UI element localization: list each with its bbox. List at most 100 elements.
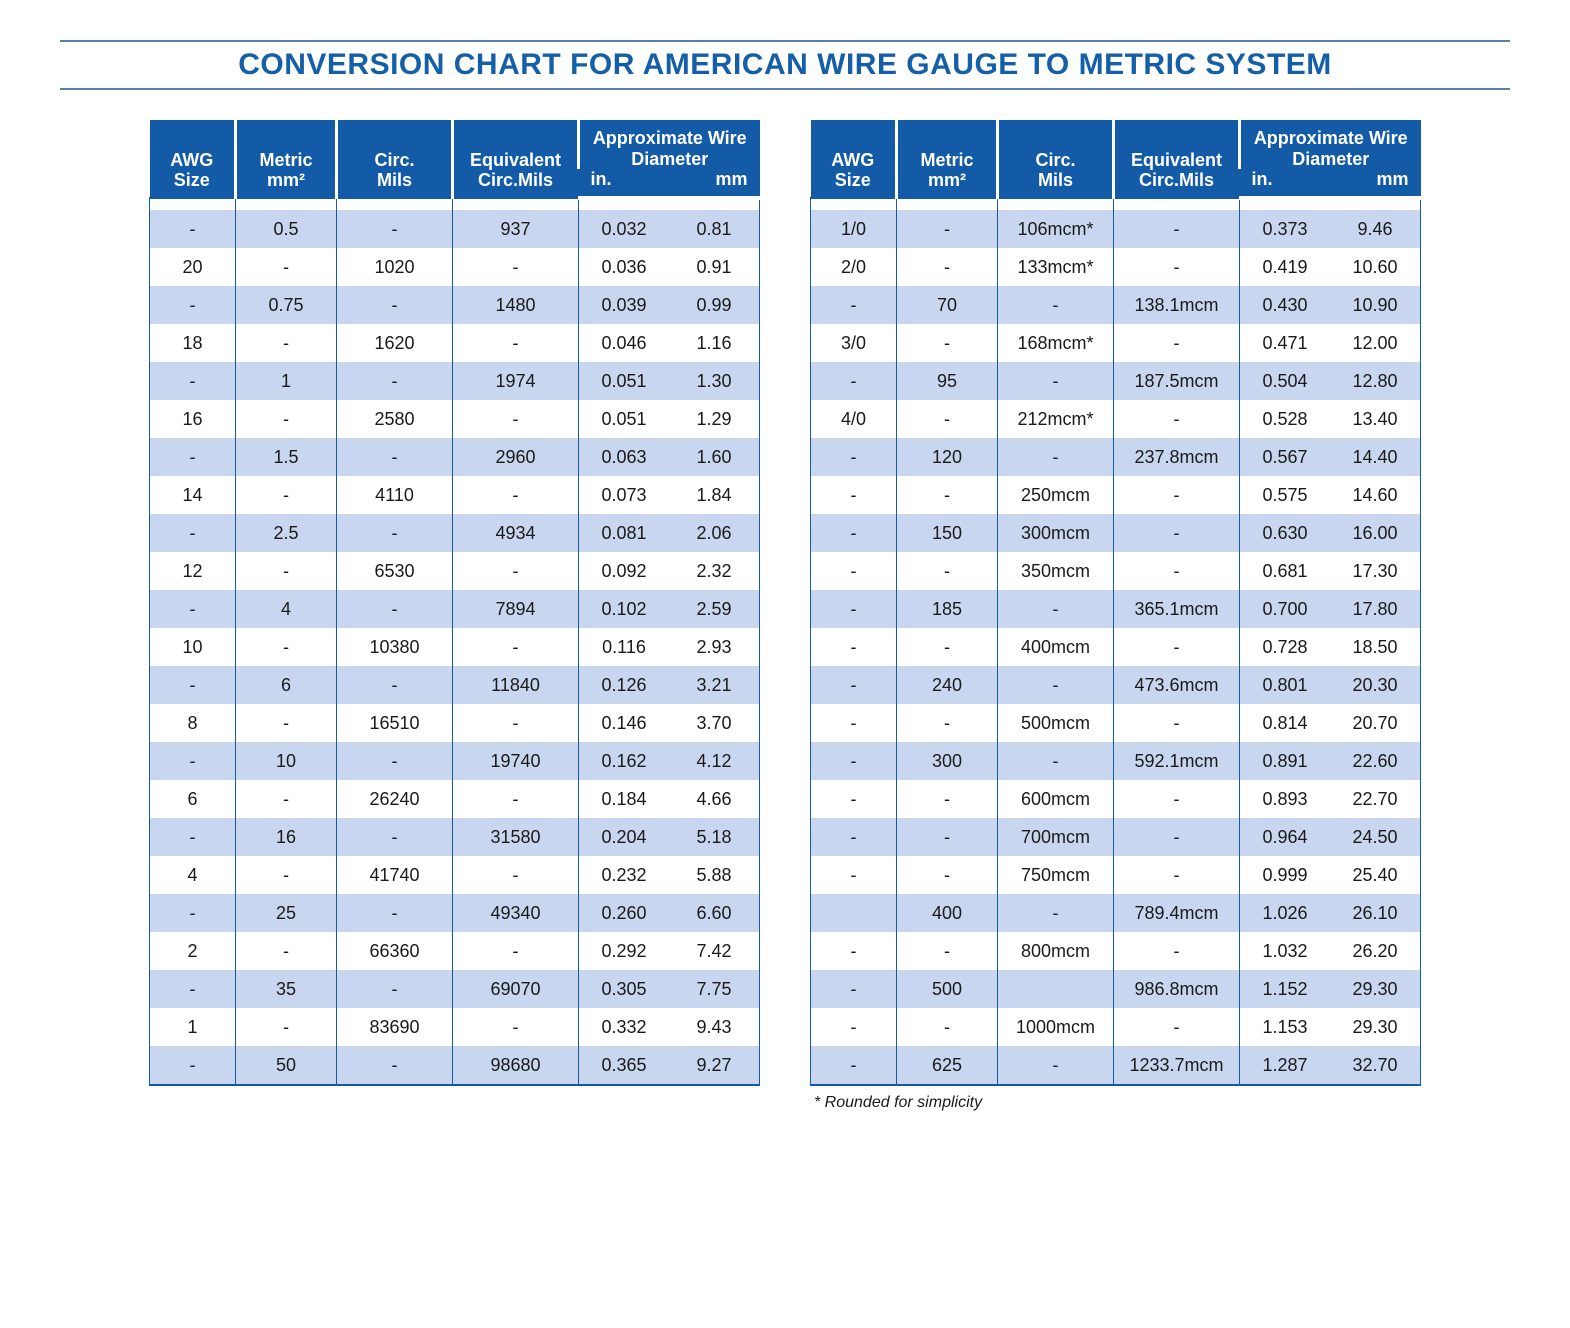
table-cell: - <box>811 476 897 514</box>
table-cell: 1.152 <box>1240 970 1331 1008</box>
table-cell: 0.567 <box>1240 438 1331 476</box>
table-cell: 168mcm* <box>998 324 1114 362</box>
table-cell: - <box>998 742 1114 780</box>
table-cell: - <box>150 1046 236 1085</box>
table-cell: 1 <box>150 1008 236 1046</box>
table-cell: 95 <box>897 362 998 400</box>
table-cell: 0.081 <box>579 514 670 552</box>
table-cell: 1.026 <box>1240 894 1331 932</box>
table-head: AWGSize Metricmm² Circ.Mils EquivalentCi… <box>150 120 760 198</box>
table-row: 8-16510-0.1463.70 <box>150 704 760 742</box>
col-diameter-mm: mm <box>1330 169 1421 198</box>
table-cell: 1.16 <box>669 324 760 362</box>
table-row: --700mcm-0.96424.50 <box>811 818 1421 856</box>
table-cell: 1 <box>236 362 337 400</box>
table-cell: - <box>337 438 453 476</box>
table-cell: 26240 <box>337 780 453 818</box>
col-metric: Metricmm² <box>236 120 337 198</box>
table-cell: - <box>337 742 453 780</box>
table-cell: 0.204 <box>579 818 670 856</box>
table-cell: - <box>811 552 897 590</box>
table-cell: - <box>236 628 337 666</box>
table-cell: - <box>453 324 579 362</box>
table-cell: 0.700 <box>1240 590 1331 628</box>
table-cell: - <box>337 590 453 628</box>
table-cell: 4934 <box>453 514 579 552</box>
table-row: -0.5-9370.0320.81 <box>150 210 760 248</box>
table-cell: - <box>453 780 579 818</box>
table-cell: - <box>897 248 998 286</box>
table-cell: 0.801 <box>1240 666 1331 704</box>
table-cell: 0.575 <box>1240 476 1331 514</box>
col-equiv: EquivalentCirc.Mils <box>1114 120 1240 198</box>
table-row: --750mcm-0.99925.40 <box>811 856 1421 894</box>
table-cell <box>811 894 897 932</box>
table-cell: - <box>150 362 236 400</box>
table-cell: 98680 <box>453 1046 579 1085</box>
table-cell: - <box>811 780 897 818</box>
table-cell: 1.5 <box>236 438 337 476</box>
table-cell: 1480 <box>453 286 579 324</box>
table-row: -625-1233.7mcm1.28732.70 <box>811 1046 1421 1085</box>
table-cell: 1.032 <box>1240 932 1331 970</box>
table-cell: - <box>150 970 236 1008</box>
table-cell: - <box>150 210 236 248</box>
table-cell: 500mcm <box>998 704 1114 742</box>
table-cell: 83690 <box>337 1008 453 1046</box>
table-cell: 31580 <box>453 818 579 856</box>
table-row: 3/0-168mcm*-0.47112.00 <box>811 324 1421 362</box>
table-row: -25-493400.2606.60 <box>150 894 760 932</box>
table-cell: - <box>150 742 236 780</box>
table-cell: - <box>1114 400 1240 438</box>
table-cell: 8 <box>150 704 236 742</box>
table-cell: 0.039 <box>579 286 670 324</box>
col-diameter-mm: mm <box>669 169 760 198</box>
table-cell: - <box>1114 932 1240 970</box>
table-cell: - <box>811 628 897 666</box>
table-cell: - <box>897 932 998 970</box>
table-cell: 300mcm <box>998 514 1114 552</box>
table-cell: 133mcm* <box>998 248 1114 286</box>
table-cell: - <box>453 248 579 286</box>
table-cell: 1233.7mcm <box>1114 1046 1240 1085</box>
table-cell: 1.60 <box>669 438 760 476</box>
table-cell: - <box>236 1008 337 1046</box>
table-cell: 2.06 <box>669 514 760 552</box>
table-cell: 0.99 <box>669 286 760 324</box>
table-cell: 150 <box>897 514 998 552</box>
table-row: -120-237.8mcm0.56714.40 <box>811 438 1421 476</box>
table-cell: 5.18 <box>669 818 760 856</box>
table-cell: 0.814 <box>1240 704 1331 742</box>
col-equiv: EquivalentCirc.Mils <box>453 120 579 198</box>
table-cell: - <box>150 894 236 932</box>
table-cell: - <box>150 590 236 628</box>
table-cell: 0.728 <box>1240 628 1331 666</box>
table-cell: 0.81 <box>669 210 760 248</box>
table-row: 18-1620-0.0461.16 <box>150 324 760 362</box>
table-cell: - <box>811 286 897 324</box>
table-row: -4-78940.1022.59 <box>150 590 760 628</box>
table-cell: 22.60 <box>1330 742 1421 780</box>
table-cell: 0.419 <box>1240 248 1331 286</box>
table-cell: - <box>897 324 998 362</box>
table-cell: 0.116 <box>579 628 670 666</box>
table-cell: 4.66 <box>669 780 760 818</box>
table-cell: - <box>897 818 998 856</box>
table-cell: 20 <box>150 248 236 286</box>
table-row: -150300mcm-0.63016.00 <box>811 514 1421 552</box>
table-cell: - <box>998 590 1114 628</box>
table-cell: 19740 <box>453 742 579 780</box>
table-cell: - <box>811 590 897 628</box>
table-row: 4/0-212mcm*-0.52813.40 <box>811 400 1421 438</box>
col-circ: Circ.Mils <box>337 120 453 198</box>
table-cell: 212mcm* <box>998 400 1114 438</box>
table-row: 2-66360-0.2927.42 <box>150 932 760 970</box>
table-cell: 17.80 <box>1330 590 1421 628</box>
table-cell: - <box>337 666 453 704</box>
table-cell: 1020 <box>337 248 453 286</box>
table-row: -300-592.1mcm0.89122.60 <box>811 742 1421 780</box>
tables-container: AWGSize Metricmm² Circ.Mils EquivalentCi… <box>60 120 1510 1112</box>
table-cell: - <box>1114 856 1240 894</box>
table-cell: 0.504 <box>1240 362 1331 400</box>
table-row: 6-26240-0.1844.66 <box>150 780 760 818</box>
